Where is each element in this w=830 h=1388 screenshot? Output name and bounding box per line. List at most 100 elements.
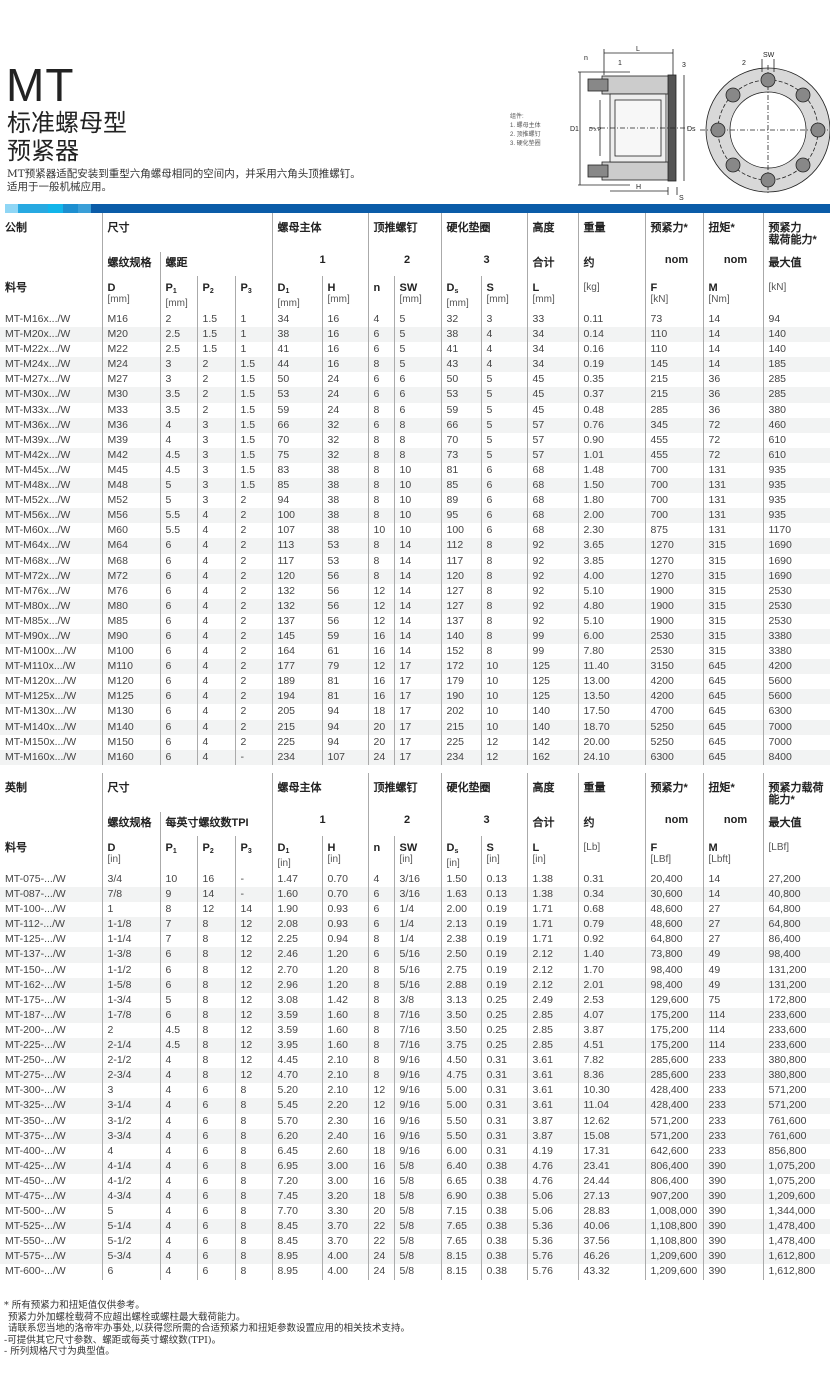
- table-cell: 645: [702, 689, 763, 705]
- table-cell: M90: [101, 628, 160, 645]
- table-cell: 8: [367, 493, 394, 509]
- table-cell: 10: [393, 462, 441, 479]
- legend-item: 1. 螺母主体: [510, 123, 541, 129]
- table-cell: 38: [321, 462, 368, 479]
- table-cell: 0.34: [577, 887, 645, 903]
- table-cell: 8: [234, 1128, 272, 1144]
- table-cell: 131: [702, 462, 763, 479]
- table-cell: 10: [480, 674, 527, 690]
- table-cell: 8: [393, 447, 441, 463]
- column-symbol-subscript: 2: [209, 848, 214, 855]
- table-cell: 1,108,800: [644, 1219, 703, 1235]
- table-cell: 3: [196, 447, 235, 463]
- table-cell: 5: [393, 327, 441, 343]
- table-cell: 0.14: [577, 327, 645, 343]
- table-cell: 16: [321, 357, 368, 373]
- table-cell: 1900: [644, 598, 703, 614]
- table-cell: 5.10: [577, 613, 645, 629]
- table-cell: 56: [321, 568, 368, 584]
- table-cell: 1-1/8: [101, 917, 160, 933]
- table-cell: 92: [526, 613, 578, 629]
- table-cell: 6: [196, 1128, 235, 1144]
- table-cell: 3-1/2: [101, 1113, 160, 1129]
- table-cell: 94: [321, 719, 368, 735]
- table-cell: 43.32: [577, 1264, 645, 1280]
- table-cell: -: [234, 872, 272, 888]
- table-cell: 4: [196, 523, 235, 539]
- table-cell: 2.49: [526, 992, 578, 1008]
- table-cell: 4: [196, 734, 235, 750]
- table-cell: 94: [321, 734, 368, 750]
- table-cell: 6: [159, 538, 197, 554]
- table-cell: 5/8: [393, 1158, 441, 1174]
- table-cell: 2.53: [577, 992, 645, 1008]
- table-cell: 6: [393, 387, 441, 403]
- table-cell: 2.10: [321, 1068, 368, 1084]
- table-cell: 4: [101, 1143, 160, 1159]
- table-cell: 75: [271, 447, 322, 463]
- table-cell: 2.96: [271, 977, 322, 993]
- header-subgroup: nom: [644, 812, 703, 836]
- label-DxP: D x P: [589, 127, 602, 133]
- table-cell: 132: [271, 583, 322, 599]
- table-cell: 72: [702, 447, 763, 463]
- table-cell: 3: [196, 432, 235, 448]
- table-cell: 2.13: [440, 917, 481, 933]
- table-cell: 610: [762, 447, 830, 463]
- table-cell: 61: [321, 644, 368, 660]
- table-cell: 0.19: [480, 962, 527, 978]
- table-cell: 14: [702, 327, 763, 343]
- column-header: 料号: [0, 276, 102, 312]
- column-unit: [Nm]: [708, 294, 730, 305]
- table-cell: 16: [367, 628, 394, 645]
- column-unit: [Lb]: [583, 842, 601, 853]
- table-row: MT-275-.../W 2-3/4 4 8 12 4.70 2.10 8 9/16 4.75 0.…: [0, 1068, 830, 1084]
- table-cell: 0.93: [321, 917, 368, 933]
- table-cell: 36: [702, 387, 763, 403]
- table-cell: 1,209,600: [644, 1264, 703, 1280]
- table-cell: 2.85: [526, 1022, 578, 1039]
- table-cell: 8.45: [271, 1234, 322, 1250]
- table-cell: 12: [367, 1083, 394, 1099]
- table-cell: M64: [101, 538, 160, 554]
- table-cell: 70: [440, 432, 481, 448]
- table-cell: M36: [101, 417, 160, 433]
- table-cell: 10: [480, 659, 527, 675]
- table-cell: 16: [367, 674, 394, 690]
- table-cell: 0.19: [480, 932, 527, 948]
- part-number-cell: MT-M45x.../W: [5, 463, 71, 476]
- table-cell: 2-3/4: [101, 1068, 160, 1084]
- part-number-cell: MT-M125x.../W: [0, 689, 102, 705]
- table-cell: 53: [440, 387, 481, 403]
- table-cell: 1-7/8: [101, 1007, 160, 1023]
- table-cell: 8: [234, 1083, 272, 1099]
- table-cell: 8: [234, 1249, 272, 1265]
- table-cell: 48,600: [644, 917, 703, 933]
- table-cell: 8: [480, 583, 527, 599]
- column-unit: [mm]: [532, 294, 555, 305]
- table-cell: 81: [440, 462, 481, 479]
- table-cell: 3/16: [393, 887, 441, 903]
- table-cell: 10: [480, 689, 527, 705]
- table-cell: 856,800: [762, 1143, 830, 1159]
- table-cell: 215: [644, 387, 703, 403]
- table-cell: M48: [101, 478, 160, 494]
- header-group: 顶推螺钉: [367, 773, 441, 812]
- table-cell: 1.20: [321, 962, 368, 978]
- table-cell: 4: [159, 1098, 197, 1114]
- table-cell: 18.70: [577, 719, 645, 735]
- table-cell: 3: [159, 372, 197, 388]
- table-cell: 2: [234, 613, 272, 629]
- table-cell: 6: [159, 659, 197, 675]
- table-cell: 935: [762, 508, 830, 524]
- table-cell: 85: [271, 478, 322, 494]
- table-cell: 12: [367, 598, 394, 614]
- table-cell: 1.48: [577, 462, 645, 479]
- table-cell: 2.08: [271, 917, 322, 933]
- table-cell: 40.06: [577, 1219, 645, 1235]
- table-cell: 45: [526, 372, 578, 388]
- part-number-cell: MT-M24x.../W: [0, 357, 102, 373]
- column-header: [kN]: [762, 276, 830, 312]
- table-cell: 5: [480, 432, 527, 448]
- column-symbol: SW: [399, 282, 418, 294]
